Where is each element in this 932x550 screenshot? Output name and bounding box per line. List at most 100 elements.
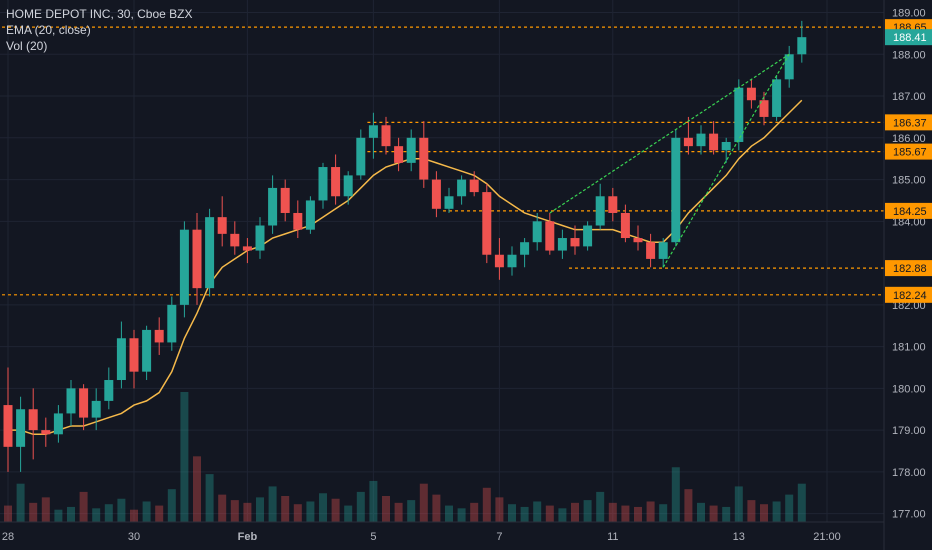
candle-body [293,212,303,230]
volume-bar [293,504,302,522]
trendlines[interactable] [549,53,790,268]
candle-body [734,87,744,142]
candle-body [192,229,202,289]
candle-body [671,137,681,243]
price-badges: 188.65 186.37 185.67 184.25 182.88 182.24 188.… [885,19,932,303]
price-axis[interactable]: 189.00 188.00 187.00 186.00 185.00 184.00 182.… [892,8,926,521]
candle-body [16,409,26,447]
candle-body [457,179,467,197]
ema-legend[interactable]: EMA (20, close) [6,23,91,37]
time-tick-label: Feb [238,531,258,543]
volume-bar [117,498,126,522]
time-tick-label: 30 [128,531,140,543]
volume-legend[interactable]: Vol (20) [6,39,48,53]
volume-bar [79,491,88,522]
ema-line [8,99,803,436]
candle-body [255,225,265,251]
candle-body [759,100,769,117]
volume-bar [482,487,491,522]
candle-body [217,217,227,234]
price-tick-label: 178.00 [892,467,926,479]
candle-body [633,238,643,243]
volume-bar [281,496,290,522]
volume-bar [16,483,25,522]
candle-body [696,133,706,147]
volume-bar [130,509,138,522]
candle-body [683,137,693,147]
trendline [662,53,790,268]
volume-bar [92,508,101,522]
volume-bar [621,505,630,522]
volume-bar [369,480,378,522]
volume-bar [457,508,466,522]
price-tick-label: 181.00 [892,342,926,354]
candle-body [595,196,605,226]
time-tick-label: 28 [2,531,14,543]
volume-bar [558,508,567,522]
volume-bar [470,502,479,522]
volume-bar [104,504,113,522]
candle-body [167,304,177,343]
level-badge [885,114,932,131]
candle-body [268,187,278,226]
volume-bar [155,505,164,522]
volume-bar [41,497,50,522]
price-tick-label: 187.00 [892,91,926,103]
level-badge [885,286,932,303]
volume-bar [646,501,655,522]
volume-bar [205,474,214,522]
volume-bar [709,505,718,522]
candle-body [28,409,38,431]
candle-body [53,413,63,435]
candle-body [507,254,517,268]
volume-bar [407,500,416,522]
candle-body [620,212,630,239]
volume-bar [319,493,327,522]
volume-bar [331,498,340,522]
volume-bar [734,486,743,522]
candle-body [532,221,542,243]
volume-bar [671,467,680,522]
symbol-title[interactable]: HOME DEPOT INC, 30, Cboe BZX [6,7,193,21]
candle-body [205,217,215,289]
volume-bar [634,506,642,522]
candle-body [444,196,454,209]
volume-bar [356,491,365,522]
horizontal-levels[interactable] [2,26,884,296]
candle-body [368,125,378,138]
trendline [549,53,790,214]
candle-body [104,380,114,401]
candle-body [91,400,101,418]
volume-bar [344,505,353,522]
volume-bar [797,483,806,522]
candle-body [381,125,391,147]
candle-body [608,196,618,213]
candle-body [242,246,252,251]
candle-body [406,137,416,163]
candles [3,20,807,472]
volume-bar [659,504,668,522]
volume-bar [508,504,516,522]
candle-body [646,242,656,259]
level-badge [885,260,932,277]
time-axis[interactable]: 28 30 Feb 5 7 11 13 21:00 [2,531,841,543]
candle-body [116,338,126,381]
candle-body [419,137,429,180]
volume-bar [180,392,189,522]
grid [0,0,884,522]
volume-bar [268,486,277,522]
candle-body [570,238,580,247]
price-tick-label: 189.00 [892,8,926,20]
volume-bar [772,501,781,522]
candle-body [66,388,76,414]
time-tick-label: 13 [733,531,745,543]
price-tick-label: 188.00 [892,49,926,61]
volume-bar [571,502,579,522]
price-tick-label: 179.00 [892,425,926,437]
candle-body [658,242,668,259]
volume-bar [697,502,705,522]
level-badge-label: 186.37 [893,117,927,129]
time-tick-label: 7 [496,531,502,543]
